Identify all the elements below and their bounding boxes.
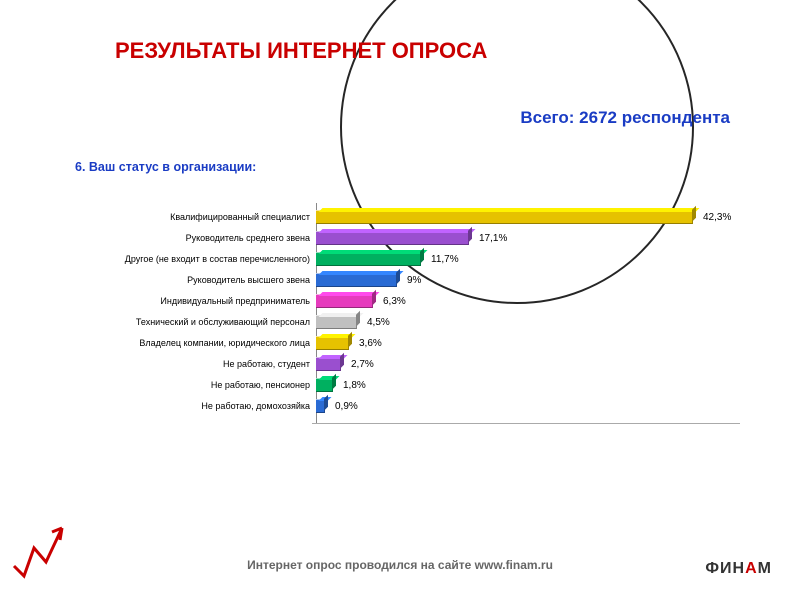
chart-row: Не работаю, студент 2,7%: [80, 355, 740, 373]
bar-value-label: 3,6%: [359, 338, 382, 349]
logo-text-2: М: [758, 560, 772, 577]
chart-row: Не работаю, домохозяйка 0,9%: [80, 397, 740, 415]
bar-zone: 0,9%: [316, 399, 740, 413]
bar: [316, 399, 325, 413]
bar-zone: 6,3%: [316, 294, 740, 308]
bar-category-label: Другое (не входит в состав перечисленног…: [80, 254, 316, 264]
bar-value-label: 1,8%: [343, 380, 366, 391]
chart-row: Технический и обслуживающий персонал 4,5%: [80, 313, 740, 331]
bar-value-label: 2,7%: [351, 359, 374, 370]
bar: [316, 210, 693, 224]
bar-value-label: 4,5%: [367, 317, 390, 328]
spark-line-decoration: [12, 518, 92, 588]
bar-category-label: Владелец компании, юридического лица: [80, 338, 316, 348]
chart-row: Руководитель высшего звена 9%: [80, 271, 740, 289]
bar-zone: 9%: [316, 273, 740, 287]
bar-zone: 3,6%: [316, 336, 740, 350]
bar: [316, 336, 349, 350]
bar: [316, 231, 469, 245]
bar-category-label: Индивидуальный предприниматель: [80, 296, 316, 306]
chart-row: Индивидуальный предприниматель 6,3%: [80, 292, 740, 310]
status-bar-chart: Квалифицированный специалист 42,3% Руковод…: [80, 208, 740, 418]
respondent-total: Всего: 2672 респондента: [520, 108, 730, 128]
bar: [316, 273, 397, 287]
chart-row: Квалифицированный специалист 42,3%: [80, 208, 740, 226]
survey-question: 6. Ваш статус в организации:: [75, 160, 256, 174]
bar: [316, 357, 341, 371]
bar-zone: 17,1%: [316, 231, 740, 245]
bar-value-label: 42,3%: [703, 212, 731, 223]
page-title: РЕЗУЛЬТАТЫ ИНТЕРНЕТ ОПРОСА: [115, 38, 487, 64]
bar-value-label: 11,7%: [431, 254, 459, 265]
bar-category-label: Руководитель среднего звена: [80, 233, 316, 243]
finam-logo: ФИНАМ: [705, 560, 772, 578]
bar-category-label: Квалифицированный специалист: [80, 212, 316, 222]
bar-value-label: 0,9%: [335, 401, 358, 412]
bar-value-label: 9%: [407, 275, 421, 286]
chart-row: Руководитель среднего звена 17,1%: [80, 229, 740, 247]
bar-category-label: Технический и обслуживающий персонал: [80, 317, 316, 327]
bar-category-label: Не работаю, студент: [80, 359, 316, 369]
bar-zone: 11,7%: [316, 252, 740, 266]
bar-zone: 1,8%: [316, 378, 740, 392]
chart-baseline: [312, 422, 740, 424]
bar-category-label: Не работаю, пенсионер: [80, 380, 316, 390]
bar: [316, 378, 333, 392]
chart-row: Владелец компании, юридического лица 3,6%: [80, 334, 740, 352]
bar-zone: 2,7%: [316, 357, 740, 371]
bar-zone: 42,3%: [316, 210, 740, 224]
chart-row: Другое (не входит в состав перечисленног…: [80, 250, 740, 268]
bar: [316, 294, 373, 308]
bar-value-label: 6,3%: [383, 296, 406, 307]
bar-zone: 4,5%: [316, 315, 740, 329]
bar: [316, 252, 421, 266]
bar-category-label: Не работаю, домохозяйка: [80, 401, 316, 411]
chart-row: Не работаю, пенсионер 1,8%: [80, 376, 740, 394]
bar-value-label: 17,1%: [479, 233, 507, 244]
footer-note: Интернет опрос проводился на сайте www.f…: [0, 558, 800, 572]
logo-accent: А: [745, 560, 758, 577]
logo-text-1: ФИН: [705, 560, 745, 577]
bar: [316, 315, 357, 329]
bar-category-label: Руководитель высшего звена: [80, 275, 316, 285]
